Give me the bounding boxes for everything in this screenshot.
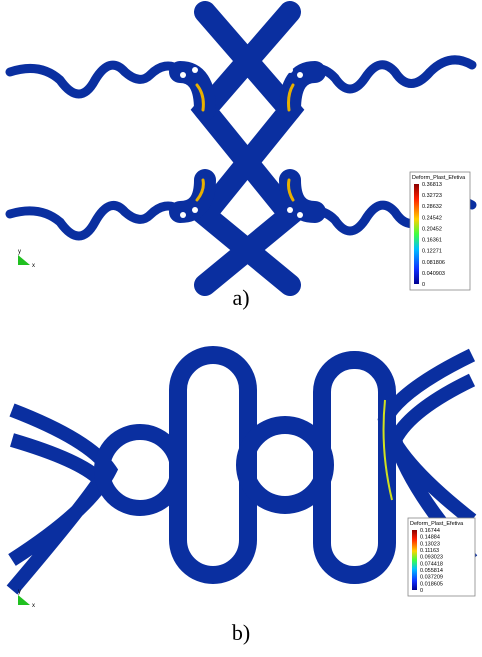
legend-tick-label: 0.16361 [422,238,442,244]
panel-a-image [10,12,472,285]
colorbar [412,530,417,590]
panel-b-image [12,355,472,590]
legend-tick-label: 0.055814 [420,568,443,574]
legend-tick-label: 0.32723 [422,193,442,199]
legend-tick-label: 0.081806 [422,260,445,266]
figure: a)Deform_Plast_Efetiva0.368130.327230.28… [0,0,482,657]
colorbar [414,184,419,284]
legend-title: Deform_Plast_Efetiva [410,521,464,527]
axis-y-label: y [18,249,21,255]
axis-triad [18,595,30,605]
legend-tick-label: 0.074418 [420,561,443,567]
axis-y-label: y [18,589,21,595]
legend-tick-label: 0.16744 [420,528,440,534]
legend-tick-label: 0 [420,588,423,594]
legend-tick-label: 0.12271 [422,249,442,255]
axis-triad [18,255,30,265]
legend-tick-label: 0.11163 [420,548,439,554]
legend-tick-label: 0.040903 [422,271,445,277]
axis-x-label: x [32,263,35,269]
panel-label: a) [232,285,249,310]
legend-tick-label: 0.20452 [422,226,442,232]
legend-tick-label: 0.037209 [420,575,443,581]
axis-x-label: x [32,603,35,609]
legend-tick-label: 0.28632 [422,204,442,210]
panel-label: b) [232,620,250,645]
figure-svg: a)Deform_Plast_Efetiva0.368130.327230.28… [0,0,482,657]
legend-tick-label: 0.36813 [422,182,442,188]
legend-tick-label: 0.14884 [420,535,440,541]
legend-tick-label: 0.24542 [422,215,442,221]
legend-tick-label: 0.093023 [420,555,443,561]
legend-tick-label: 0.018605 [420,581,443,587]
legend-tick-label: 0.13023 [420,541,440,547]
legend-tick-label: 0 [422,282,425,288]
legend-title: Deform_Plast_Efetiva [412,175,466,181]
